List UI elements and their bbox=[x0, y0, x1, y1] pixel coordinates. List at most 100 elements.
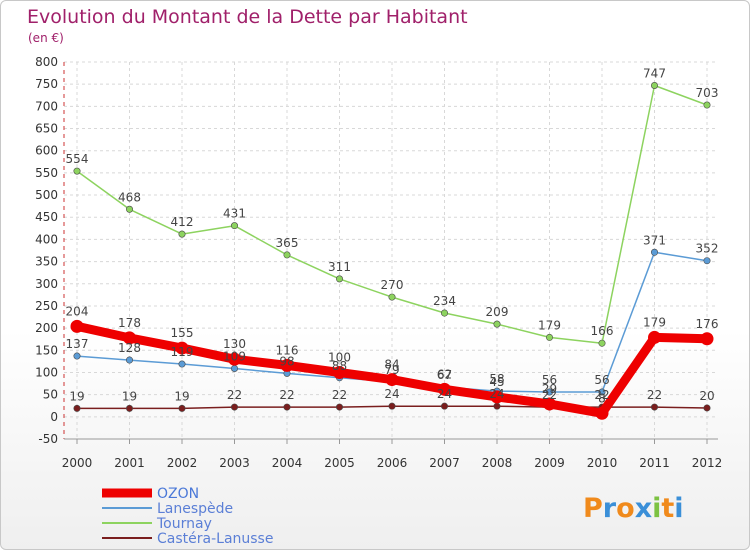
data-label-cast-ra-lanusse: 20 bbox=[699, 389, 714, 403]
data-label-lanesp-de: 56 bbox=[542, 373, 557, 387]
data-label-cast-ra-lanusse: 22 bbox=[279, 388, 294, 402]
point-ozon bbox=[175, 341, 189, 355]
x-tick-label: 2008 bbox=[482, 456, 513, 470]
point-tournay bbox=[335, 275, 343, 283]
data-label-cast-ra-lanusse: 19 bbox=[69, 389, 84, 403]
data-label-ozon: 100 bbox=[328, 350, 351, 364]
point-ozon bbox=[228, 352, 241, 366]
logo-letter: r bbox=[603, 493, 617, 524]
data-label-cast-ra-lanusse: 24 bbox=[489, 387, 504, 401]
data-label-lanesp-de: 67 bbox=[437, 368, 452, 382]
point-lanesp-de bbox=[598, 388, 606, 396]
data-label-tournay: 234 bbox=[433, 294, 456, 308]
data-label-tournay: 270 bbox=[381, 278, 404, 292]
legend-label-ozon: OZON bbox=[157, 486, 199, 502]
y-tick-label: 0 bbox=[50, 410, 58, 424]
axes: -50 0 50 100 150 200 250 300 350 400 450 500 550 600 6… bbox=[35, 55, 722, 470]
point-tournay bbox=[231, 222, 239, 230]
x-tick-label: 2003 bbox=[219, 456, 250, 470]
point-cast-ra-lanusse bbox=[231, 403, 239, 411]
data-label-tournay: 179 bbox=[538, 318, 561, 332]
point-tournay bbox=[703, 101, 711, 109]
data-label-lanesp-de: 58 bbox=[489, 372, 504, 386]
data-label-ozon: 8 bbox=[598, 391, 606, 405]
data-label-ozon: 155 bbox=[171, 326, 194, 340]
y-tick-label: 250 bbox=[35, 299, 58, 313]
data-label-ozon: 178 bbox=[118, 316, 141, 330]
data-label-ozon: 204 bbox=[66, 304, 89, 318]
point-lanesp-de bbox=[703, 257, 711, 265]
point-lanesp-de bbox=[73, 352, 81, 360]
y-tick-label: 500 bbox=[35, 188, 58, 202]
point-ozon bbox=[438, 382, 451, 396]
data-label-cast-ra-lanusse: 22 bbox=[542, 388, 557, 402]
point-ozon bbox=[700, 332, 714, 346]
data-label-tournay: 412 bbox=[171, 215, 194, 229]
y-tick-label: 650 bbox=[35, 122, 58, 136]
data-label-lanesp-de: 109 bbox=[223, 349, 246, 363]
point-tournay bbox=[545, 333, 553, 341]
data-label-tournay: 703 bbox=[696, 86, 719, 100]
legend-label-lanesp-de: Lanespède bbox=[157, 501, 233, 517]
point-lanesp-de bbox=[545, 388, 553, 396]
data-label-tournay: 311 bbox=[328, 260, 351, 274]
y-tick-label: 600 bbox=[35, 144, 58, 158]
point-tournay bbox=[493, 320, 501, 328]
logo-letter: o bbox=[616, 493, 635, 524]
point-cast-ra-lanusse bbox=[283, 403, 291, 411]
chart-subtitle: (en €) bbox=[28, 31, 64, 45]
x-tick-label: 2007 bbox=[429, 456, 460, 470]
point-ozon bbox=[595, 406, 609, 420]
data-label-cast-ra-lanusse: 19 bbox=[174, 389, 189, 403]
data-label-lanesp-de: 79 bbox=[384, 363, 399, 377]
y-tick-label: 300 bbox=[35, 277, 58, 291]
data-label-lanesp-de: 56 bbox=[594, 373, 609, 387]
point-cast-ra-lanusse bbox=[178, 404, 186, 412]
data-label-ozon: 62 bbox=[437, 367, 452, 381]
data-label-cast-ra-lanusse: 19 bbox=[122, 389, 137, 403]
point-tournay bbox=[650, 82, 658, 90]
x-tick-label: 2009 bbox=[534, 456, 565, 470]
point-lanesp-de bbox=[178, 360, 186, 368]
y-tick-label: 700 bbox=[35, 99, 58, 113]
data-label-lanesp-de: 371 bbox=[643, 233, 666, 247]
x-tick-label: 2002 bbox=[167, 456, 198, 470]
y-tick-label: 50 bbox=[43, 388, 58, 402]
point-cast-ra-lanusse bbox=[335, 403, 343, 411]
data-label-cast-ra-lanusse: 22 bbox=[332, 388, 347, 402]
x-tick-label: 2005 bbox=[324, 456, 355, 470]
data-label-ozon: 29 bbox=[542, 382, 557, 396]
data-label-tournay: 166 bbox=[591, 324, 614, 338]
point-ozon bbox=[543, 397, 556, 411]
point-ozon bbox=[280, 358, 294, 372]
point-cast-ra-lanusse bbox=[73, 404, 81, 412]
point-cast-ra-lanusse bbox=[650, 403, 658, 411]
data-label-ozon: 176 bbox=[696, 317, 719, 331]
y-tick-label: -50 bbox=[38, 432, 58, 446]
logo-letter: x bbox=[635, 493, 652, 524]
y-tick-label: 550 bbox=[35, 166, 58, 180]
y-tick-label: 350 bbox=[35, 255, 58, 269]
point-lanesp-de bbox=[126, 356, 134, 364]
y-tick-label: 100 bbox=[35, 365, 58, 379]
data-label-ozon: 179 bbox=[643, 315, 666, 329]
legend-label-tournay: Tournay bbox=[156, 516, 212, 532]
point-cast-ra-lanusse bbox=[126, 404, 134, 412]
data-label-tournay: 554 bbox=[66, 152, 89, 166]
data-label-lanesp-de: 128 bbox=[118, 341, 141, 355]
data-label-cast-ra-lanusse: 22 bbox=[227, 388, 242, 402]
point-tournay bbox=[73, 167, 81, 175]
point-cast-ra-lanusse bbox=[493, 402, 501, 410]
data-label-ozon: 130 bbox=[223, 337, 246, 351]
x-tick-label: 2001 bbox=[114, 456, 145, 470]
data-label-tournay: 747 bbox=[643, 67, 666, 81]
point-lanesp-de bbox=[650, 248, 658, 256]
data-label-cast-ra-lanusse: 24 bbox=[384, 387, 399, 401]
data-label-tournay: 468 bbox=[118, 190, 141, 204]
point-tournay bbox=[178, 230, 186, 238]
logo-letter: P bbox=[583, 493, 603, 524]
proxiti-logo: Proxiti bbox=[583, 493, 684, 524]
